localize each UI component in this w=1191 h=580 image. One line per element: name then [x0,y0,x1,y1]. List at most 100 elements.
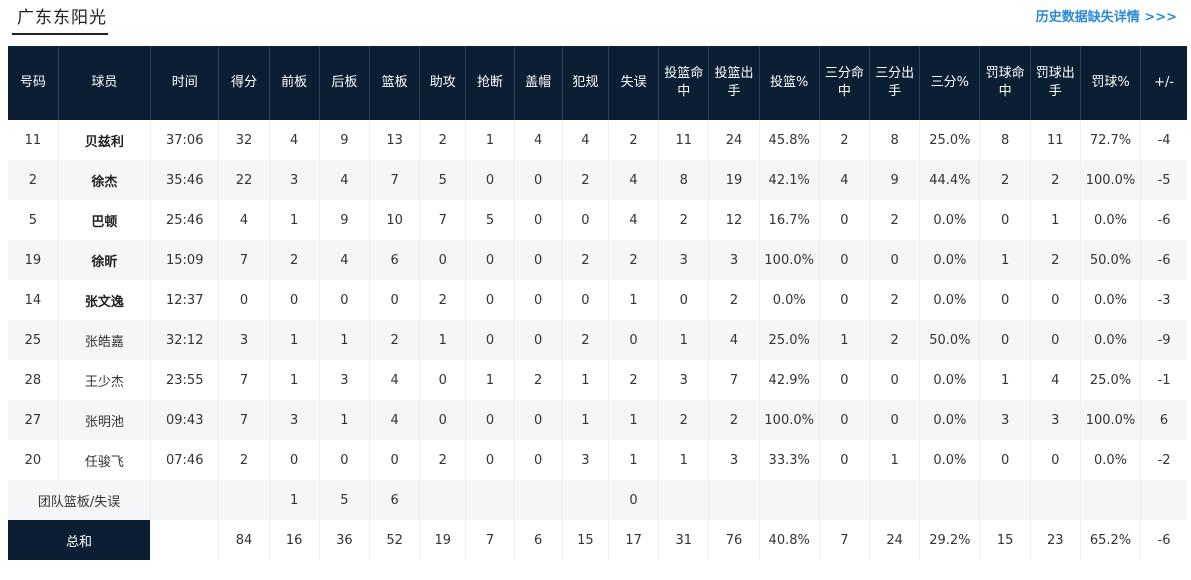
stat-cell: 0 [465,160,515,200]
stat-cell: 50.0% [919,320,981,360]
stat-cell: 0.0% [919,200,981,240]
column-header[interactable]: 投篮% [759,46,820,120]
player-name[interactable]: 王少杰 [58,360,152,400]
stat-cell: 25.0% [919,120,981,160]
stat-cell: 5 [319,480,370,520]
stat-cell: 4 [319,160,370,200]
stat-cell: 100.0% [759,240,820,280]
column-header[interactable]: 助攻 [419,46,467,120]
stat-cell: 0.0% [1080,280,1142,320]
missing-data-link[interactable]: 历史数据缺失详情 >>> [1035,10,1177,25]
player-number: 11 [8,120,59,160]
player-name[interactable]: 任骏飞 [58,440,152,480]
stat-cell: -1 [1140,360,1187,400]
stat-cell: 52 [369,520,421,560]
stat-cell: 100.0% [1080,400,1142,440]
table-header-row: 号码 球员 时间 得分 前板 后板 篮板 助攻 抢断 盖帽 犯规 失误 投篮命中 投篮出手 投篮% 三分命中三… [8,46,1187,120]
column-header[interactable]: 盖帽 [514,46,563,120]
total-row: 总和 84 16 36 52 19 7 6 15 17 31 76 40.8% 7 24 29.2% 15 23 6… [8,520,1187,560]
player-name[interactable]: 徐杰 [58,160,152,200]
stat-cell: 0 [562,280,609,320]
column-header[interactable]: 后板 [319,46,370,120]
stat-cell: 0 [514,160,563,200]
stat-cell: 7 [708,360,760,400]
stat-cell: 25:46 [150,200,220,240]
table-row: 14 张文逸 12:37 0 0 0 0 2 0 0 0 1 0 2 0.0% 0 2 0.0% 0 0 0.0% -3 [8,280,1187,320]
stat-cell: -9 [1140,320,1187,360]
stat-cell: 2 [419,120,467,160]
player-name[interactable]: 张皓嘉 [58,320,152,360]
stat-cell: 0.0% [919,360,981,400]
column-header[interactable]: 前板 [269,46,320,120]
stat-cell: 0.0% [919,440,981,480]
stat-cell: -6 [1140,520,1187,560]
stat-cell: 0 [465,280,515,320]
stat-cell: 2 [869,280,921,320]
stat-cell: 1 [269,480,320,520]
stat-cell: 0 [979,280,1031,320]
stat-cell: 23 [1030,520,1081,560]
stat-cell: 09:43 [150,400,220,440]
stat-cell: 0 [319,280,370,320]
stat-cell: 4 [608,160,660,200]
column-header[interactable]: 三分出手 [869,46,921,120]
stat-cell [869,480,921,520]
column-header[interactable]: 罚球出手 [1030,46,1081,120]
stat-cell: 4 [562,120,609,160]
column-header[interactable]: 球员 [58,46,152,120]
stat-cell: 6 [369,240,421,280]
stat-cell: 0 [419,240,467,280]
table-body: 11 贝兹利 37:06 32 4 9 13 2 1 4 4 2 11 24 45.8% 2 8 25.0% 8 11… [8,120,1187,560]
column-header[interactable]: 失误 [608,46,660,120]
column-header[interactable]: 三分命中 [819,46,871,120]
stat-cell: 45.8% [759,120,820,160]
player-name[interactable]: 张文逸 [58,280,152,320]
stat-cell: 12 [708,200,760,240]
column-header[interactable]: 罚球命中 [979,46,1031,120]
column-header[interactable]: 犯规 [562,46,609,120]
stat-cell: 7 [218,360,270,400]
column-header[interactable]: 时间 [150,46,220,120]
table-row: 25 张皓嘉 32:12 3 1 1 2 1 0 0 2 0 1 4 25.0% 1 2 50.0% 0 0 0.0% -… [8,320,1187,360]
player-name[interactable]: 张明池 [58,400,152,440]
stat-cell: 0 [1030,440,1081,480]
stat-cell: 72.7% [1080,120,1142,160]
stat-cell: 2 [608,360,660,400]
stat-cell: 1 [658,440,710,480]
stat-cell: 0 [465,240,515,280]
column-header[interactable]: 三分% [919,46,981,120]
player-name[interactable]: 巴顿 [58,200,152,240]
column-header[interactable]: +/- [1140,46,1187,120]
stat-cell [419,480,467,520]
stat-cell: 13 [369,120,421,160]
stat-cell: 0 [979,200,1031,240]
stat-cell: 4 [269,120,320,160]
stat-cell: 0 [269,280,320,320]
stat-cell: 2 [419,440,467,480]
stat-cell: 0 [465,440,515,480]
column-header[interactable]: 篮板 [369,46,421,120]
column-header[interactable]: 投篮命中 [658,46,710,120]
stat-cell: 0.0% [1080,440,1142,480]
column-header[interactable]: 罚球% [1080,46,1142,120]
stat-cell: 1 [979,360,1031,400]
stat-cell: -4 [1140,120,1187,160]
stat-cell: 2 [514,360,563,400]
stat-cell: 1 [269,360,320,400]
player-name[interactable]: 徐昕 [58,240,152,280]
player-name[interactable]: 贝兹利 [58,120,152,160]
stat-cell: 4 [708,320,760,360]
column-header[interactable]: 抢断 [465,46,515,120]
stat-cell: 0 [419,400,467,440]
stat-cell: -3 [1140,280,1187,320]
stat-cell: 4 [514,120,563,160]
team-tab-bar: 广东东阳光 历史数据缺失详情 >>> [0,0,1191,40]
stat-cell [1080,480,1142,520]
column-header[interactable]: 投篮出手 [708,46,760,120]
column-header[interactable]: 得分 [218,46,270,120]
column-header[interactable]: 号码 [8,46,59,120]
team-tab[interactable]: 广东东阳光 [17,8,107,28]
stat-cell: 10 [369,200,421,240]
stat-cell: 3 [269,160,320,200]
table-row: 28 王少杰 23:55 7 1 3 4 0 1 2 1 2 3 7 42.9% 0 0 0.0% 1 4 25.0% -… [8,360,1187,400]
